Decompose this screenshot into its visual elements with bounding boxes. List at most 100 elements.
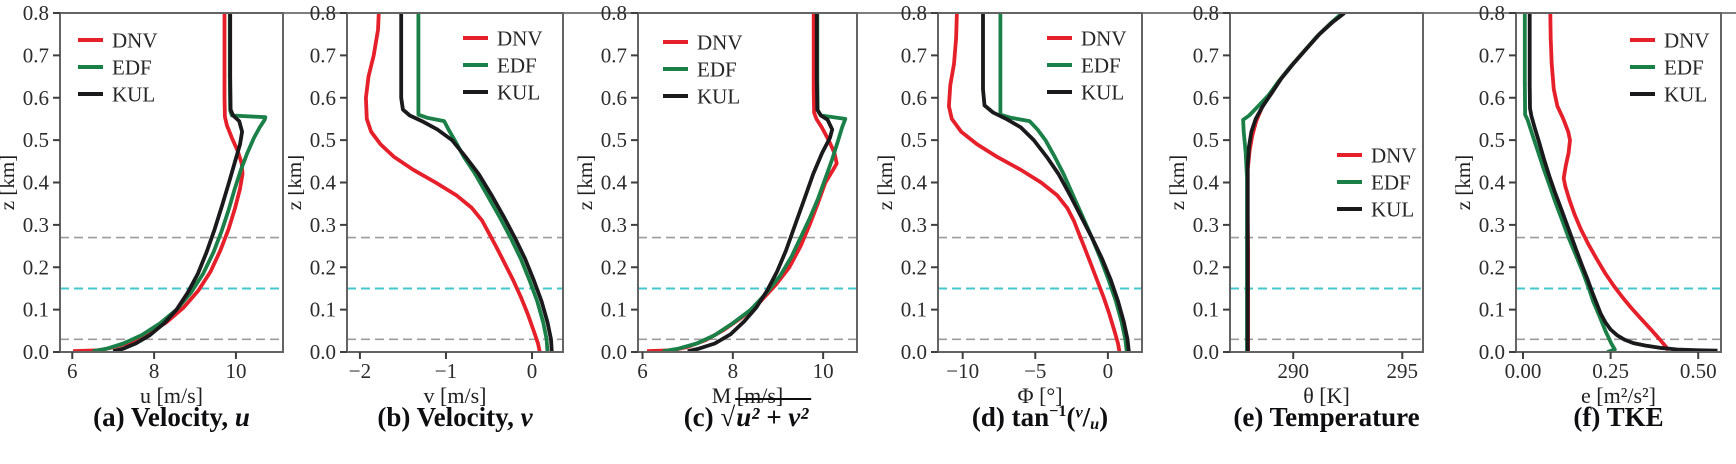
series-EDF-line	[416, 13, 550, 352]
legend: DNV EDF KUL	[1630, 29, 1710, 107]
y-tick-label: 0.7	[23, 43, 49, 67]
chart-canvas-d: −10 −5 0 0.0 0.1 0.2 0.3 0.4 0.5 0.6 0.7 0.8 Φ [°] z …	[873, 1, 1143, 408]
series-DNV-line	[1548, 13, 1670, 352]
series-EDF-line	[998, 13, 1129, 352]
x-tick-label: 6	[67, 359, 78, 383]
panel-d: −10 −5 0 0.0 0.1 0.2 0.3 0.4 0.5 0.6 0.7 0.8 Φ [°] z …	[864, 0, 1154, 464]
y-tick-label: 0.7	[1193, 43, 1219, 67]
y-tick-label: 0.5	[310, 128, 336, 152]
panel-c: 6 8 10 0.0 0.1 0.2 0.3 0.4 0.5 0.6 0.7 0.8 M [m/s] z …	[576, 0, 864, 464]
panel-f: 0.00 0.25 0.50 0.0 0.1 0.2 0.3 0.4 0.5 0.6 0.7 0.8 e…	[1444, 0, 1736, 464]
y-tick-label: 0.7	[901, 43, 927, 67]
y-tick-label: 0.2	[23, 255, 49, 279]
chart-canvas-f: 0.00 0.25 0.50 0.0 0.1 0.2 0.3 0.4 0.5 0.6 0.7 0.8 e…	[1451, 1, 1722, 408]
y-tick-label: 0.8	[601, 1, 627, 25]
legend-label-DNV: DNV	[697, 31, 743, 55]
x-tick-label: 6	[637, 359, 648, 383]
y-tick-label: 0.5	[901, 128, 927, 152]
y-axis-label: z [km]	[0, 155, 19, 210]
y-tick-label: 0.2	[1193, 255, 1219, 279]
panel-e: 290 295 0.0 0.1 0.2 0.3 0.4 0.5 0.6 0.7 0.8 θ [K] z …	[1154, 0, 1444, 464]
legend-label-DNV: DNV	[497, 27, 543, 51]
y-axis-label: z [km]	[1165, 155, 1189, 210]
legend-label-DNV: DNV	[1371, 144, 1417, 168]
series-KUL-line	[112, 13, 244, 352]
series-KUL-line	[1527, 13, 1718, 352]
y-tick-label: 0.8	[310, 1, 336, 25]
y-tick-label: 0.6	[601, 86, 627, 110]
panel-caption-d: (d) tan−1(v/u)	[971, 402, 1109, 433]
y-tick-label: 0.5	[23, 128, 49, 152]
x-tick-label: 0	[527, 359, 538, 383]
series-EDF-line	[1522, 13, 1617, 352]
figure-top-rule	[55, 12, 1736, 14]
legend-label-EDF: EDF	[112, 56, 152, 80]
y-tick-label: 0.1	[23, 298, 49, 322]
legend-label-DNV: DNV	[1664, 29, 1710, 53]
y-tick-label: 0.3	[310, 213, 336, 237]
y-tick-label: 0.1	[310, 298, 336, 322]
y-tick-label: 0.2	[601, 255, 627, 279]
series-KUL-line	[1245, 13, 1346, 352]
chart-canvas-a: 6 8 10 0.0 0.1 0.2 0.3 0.4 0.5 0.6 0.7 0.8 u [m/s] z …	[0, 1, 284, 408]
y-tick-label: 0.8	[23, 1, 49, 25]
x-tick-label: 0.25	[1592, 359, 1629, 383]
legend: DNV EDF KUL	[1047, 27, 1127, 105]
chart-canvas-b: −2 −1 0 0.0 0.1 0.2 0.3 0.4 0.5 0.6 0.7 0.8 v [m/s] z…	[288, 1, 564, 408]
x-tick-label: 8	[149, 359, 160, 383]
y-tick-label: 0.5	[1479, 128, 1505, 152]
legend-label-KUL: KUL	[1664, 83, 1707, 107]
y-tick-label: 0.1	[1479, 298, 1505, 322]
y-tick-label: 0.0	[1193, 340, 1219, 364]
y-tick-label: 0.5	[1193, 128, 1219, 152]
x-tick-label: 290	[1277, 359, 1309, 383]
y-tick-label: 0.3	[601, 213, 627, 237]
panel-b: −2 −1 0 0.0 0.1 0.2 0.3 0.4 0.5 0.6 0.7 0.8 v [m/s] z…	[288, 0, 576, 464]
legend-label-DNV: DNV	[112, 29, 158, 53]
legend: DNV EDF KUL	[663, 31, 743, 109]
y-tick-label: 0.4	[310, 171, 337, 195]
x-tick-label: 10	[225, 359, 246, 383]
series-EDF-line	[662, 13, 848, 352]
y-tick-label: 0.8	[1479, 1, 1505, 25]
y-tick-label: 0.5	[601, 128, 627, 152]
legend: DNV EDF KUL	[463, 27, 543, 105]
legend-label-KUL: KUL	[697, 85, 740, 109]
legend-label-KUL: KUL	[497, 81, 540, 105]
panel-caption-a: (a) Velocity, u	[93, 402, 250, 432]
y-tick-label: 0.7	[1479, 43, 1505, 67]
y-tick-label: 0.6	[901, 86, 927, 110]
x-axis-label: e [m²/s²]	[1581, 383, 1656, 408]
y-tick-label: 0.3	[1193, 213, 1219, 237]
legend-label-EDF: EDF	[1371, 171, 1411, 195]
y-axis-label: z [km]	[873, 155, 897, 210]
x-axis-label: M [m/s]	[712, 383, 784, 408]
y-tick-label: 0.4	[901, 171, 928, 195]
legend-label-EDF: EDF	[1664, 56, 1704, 80]
y-tick-label: 0.8	[901, 1, 927, 25]
legend-label-EDF: EDF	[497, 54, 537, 78]
legend-label-EDF: EDF	[697, 58, 737, 82]
panel-caption-c: (c) √u² + v²	[684, 398, 812, 433]
y-tick-label: 0.2	[310, 255, 336, 279]
x-tick-label: 8	[728, 359, 739, 383]
y-tick-label: 0.6	[23, 86, 49, 110]
y-tick-label: 0.0	[1479, 340, 1505, 364]
x-tick-label: −2	[349, 359, 371, 383]
legend-label-EDF: EDF	[1081, 54, 1121, 78]
panel-a: 6 8 10 0.0 0.1 0.2 0.3 0.4 0.5 0.6 0.7 0.8 u [m/s] z …	[0, 0, 288, 464]
y-tick-label: 0.1	[901, 298, 927, 322]
y-tick-label: 0.6	[1479, 86, 1505, 110]
y-axis-label: z [km]	[288, 155, 306, 210]
x-axis-label: v [m/s]	[424, 383, 487, 408]
y-tick-label: 0.7	[601, 43, 627, 67]
x-tick-label: 10	[813, 359, 834, 383]
y-tick-label: 0.0	[23, 340, 49, 364]
y-tick-label: 0.3	[23, 213, 49, 237]
x-axis-label: θ [K]	[1303, 383, 1350, 408]
legend-label-KUL: KUL	[112, 83, 155, 107]
y-tick-label: 0.7	[310, 43, 336, 67]
y-tick-label: 0.4	[23, 171, 50, 195]
x-axis-label: u [m/s]	[140, 383, 203, 408]
y-tick-label: 0.0	[310, 340, 336, 364]
